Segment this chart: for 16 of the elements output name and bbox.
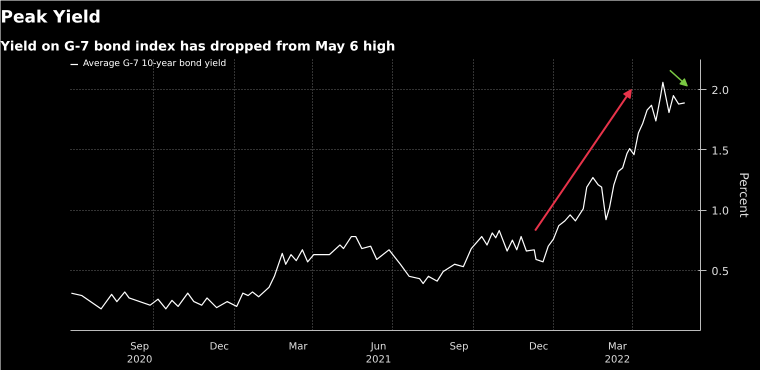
x-tick-label: Mar 2022	[604, 342, 630, 366]
chart-title: Peak Yield	[0, 8, 101, 28]
x-tick-label: Mar	[288, 342, 308, 352]
x-tick-label: Sep	[450, 342, 468, 352]
y-axis-title: Percent	[736, 172, 751, 218]
chart-subtitle: Yield on G-7 bond index has dropped from May 6 high	[0, 40, 396, 54]
y-tick-label: 1.5	[712, 144, 729, 158]
x-tick-label: Dec	[528, 342, 548, 352]
legend-label: Average G-7 10-year bond yield	[83, 59, 226, 69]
x-tick-label: Jun 2021	[366, 342, 392, 366]
y-tick-label: 2.0	[712, 84, 729, 98]
x-tick-label: Dec	[210, 342, 229, 352]
y-tick-label: 0.5	[712, 264, 729, 278]
x-tick-label: Sep 2020	[126, 342, 152, 366]
y-tick-label: 1.0	[712, 204, 729, 218]
line-series	[70, 82, 686, 310]
